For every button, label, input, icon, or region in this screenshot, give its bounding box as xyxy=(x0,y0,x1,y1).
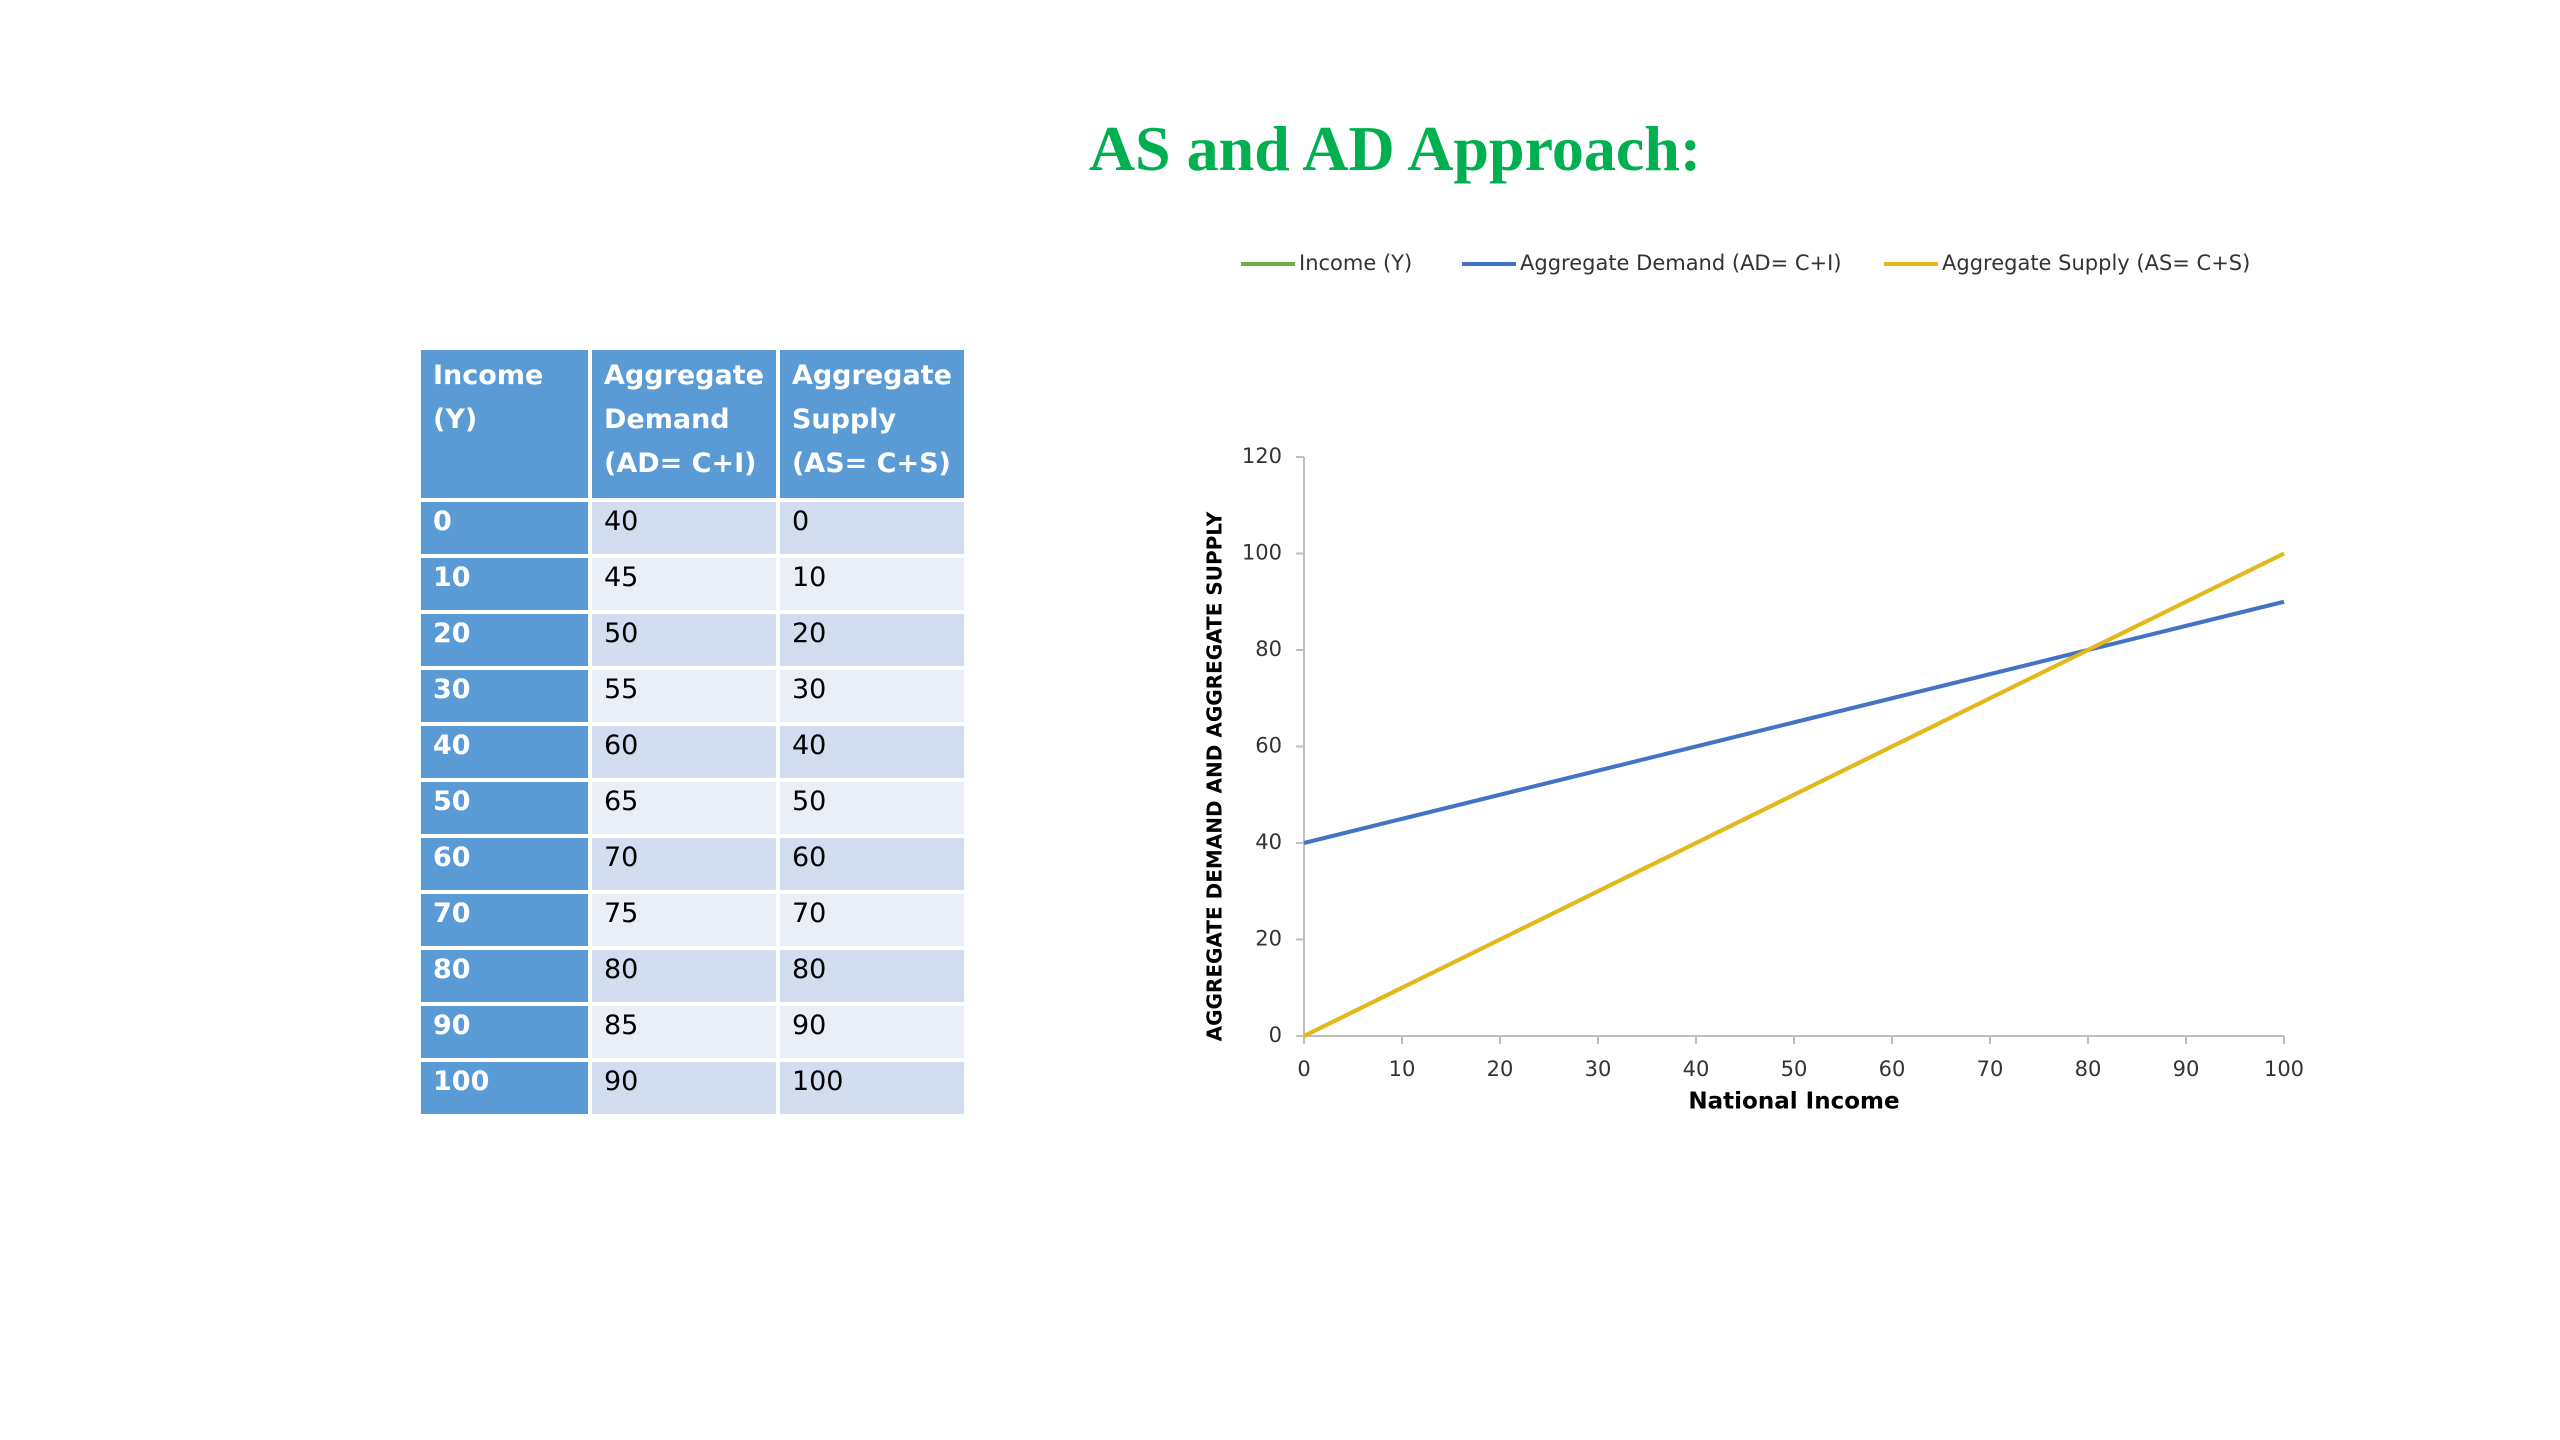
table-cell: 0 xyxy=(775,498,968,558)
legend-label: Aggregate Demand (AD= C+I) xyxy=(1520,251,1842,275)
y-tick-label: 20 xyxy=(1255,927,1282,951)
x-tick-label: 10 xyxy=(1389,1057,1416,1081)
table-row: 80 80 80 xyxy=(417,946,968,1006)
y-tick-label: 40 xyxy=(1255,830,1282,854)
table-cell: 45 xyxy=(588,554,780,614)
table-row: 40 60 40 xyxy=(417,722,968,782)
table-row: 0 40 0 xyxy=(417,498,968,558)
table-cell: 40 xyxy=(775,722,968,782)
table-cell: 90 xyxy=(588,1058,780,1118)
table-cell: 90 xyxy=(417,1002,592,1062)
table-cell: 40 xyxy=(588,498,780,558)
y-tick-label: 0 xyxy=(1269,1023,1282,1047)
table-cell: 60 xyxy=(417,834,592,894)
legend-label: Income (Y) xyxy=(1299,251,1412,275)
table-cell: 65 xyxy=(588,778,780,838)
slide-title: AS and AD Approach: xyxy=(1088,113,1702,184)
x-tick-label: 100 xyxy=(2264,1057,2304,1081)
table-cell: 55 xyxy=(588,666,780,726)
table-cell: 20 xyxy=(775,610,968,670)
x-tick-label: 70 xyxy=(1977,1057,2004,1081)
table-cell: 30 xyxy=(417,666,592,726)
table-row: 100 90 100 xyxy=(417,1058,968,1118)
table-cell: 50 xyxy=(417,778,592,838)
table-cell: 90 xyxy=(775,1002,968,1062)
x-axis-label: National Income xyxy=(1688,1089,1899,1115)
y-axis-label: AGGREGATE DEMAND AND AGGREGATE SUPPLY xyxy=(1203,511,1227,1041)
table-cell: 10 xyxy=(417,554,592,614)
table-row: 30 55 30 xyxy=(417,666,968,726)
table-cell: 80 xyxy=(588,946,780,1006)
x-tick-label: 90 xyxy=(2173,1057,2200,1081)
x-tick-label: 40 xyxy=(1683,1057,1710,1081)
legend-label: Aggregate Supply (AS= C+S) xyxy=(1942,251,2250,275)
table-cell: 50 xyxy=(775,778,968,838)
table-body: 0 40 0 10 45 10 20 50 20 30 55 30 40 60 40 50 65 50 60 70 60… xyxy=(417,498,968,1118)
table-cell: 85 xyxy=(588,1002,780,1062)
table-row: 70 75 70 xyxy=(417,890,968,950)
table-cell: 60 xyxy=(775,834,968,894)
table-row: 10 45 10 xyxy=(417,554,968,614)
table-cell: 70 xyxy=(775,890,968,950)
table-row: 50 65 50 xyxy=(417,778,968,838)
x-tick-label: 0 xyxy=(1297,1057,1310,1081)
header-cell: Aggregate Demand (AD= C+I) xyxy=(588,346,780,502)
table-cell: 0 xyxy=(417,498,592,558)
table-cell: 100 xyxy=(417,1058,592,1118)
table-cell: 70 xyxy=(588,834,780,894)
table-cell: 20 xyxy=(417,610,592,670)
header-cell: Aggregate Supply (AS= C+S) xyxy=(775,346,968,502)
table-row: 20 50 20 xyxy=(417,610,968,670)
y-tick-label: 60 xyxy=(1255,734,1282,758)
x-tick-label: 80 xyxy=(2075,1057,2102,1081)
table-cell: 40 xyxy=(417,722,592,782)
y-tick-label: 120 xyxy=(1242,444,1282,468)
x-tick-label: 30 xyxy=(1585,1057,1612,1081)
table-row: 60 70 60 xyxy=(417,834,968,894)
table-row: 90 85 90 xyxy=(417,1002,968,1062)
x-tick-label: 60 xyxy=(1879,1057,1906,1081)
y-tick-label: 100 xyxy=(1242,541,1282,565)
series-line xyxy=(1303,599,2285,845)
table-cell: 60 xyxy=(588,722,780,782)
x-tick-label: 50 xyxy=(1781,1057,1808,1081)
table-cell: 75 xyxy=(588,890,780,950)
series-line xyxy=(1303,551,2285,1038)
table-cell: 70 xyxy=(417,890,592,950)
data-table: Income (Y) Aggregate Demand (AD= C+I) Aggr… xyxy=(417,346,968,1118)
table-cell: 100 xyxy=(775,1058,968,1118)
header-cell: Income (Y) xyxy=(417,346,592,502)
y-tick-label: 80 xyxy=(1255,637,1282,661)
table-cell: 80 xyxy=(417,946,592,1006)
table-cell: 80 xyxy=(775,946,968,1006)
table-cell: 30 xyxy=(775,666,968,726)
table-cell: 10 xyxy=(775,554,968,614)
header-row: Income (Y) Aggregate Demand (AD= C+I) Aggr… xyxy=(417,346,968,502)
table-cell: 50 xyxy=(588,610,780,670)
x-tick-label: 20 xyxy=(1487,1057,1514,1081)
